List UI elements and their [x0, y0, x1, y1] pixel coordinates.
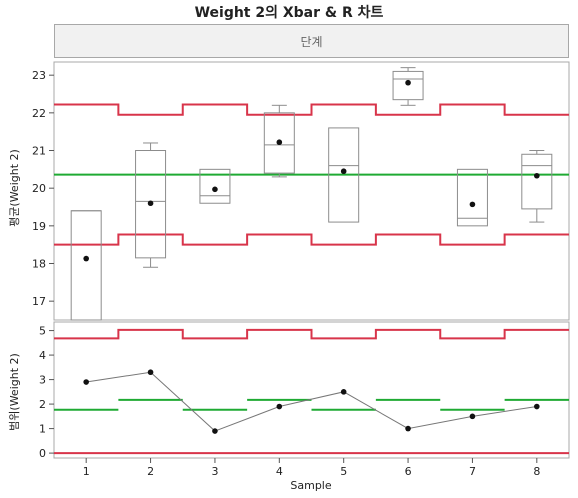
xbar-mean-point	[469, 201, 476, 208]
x-tick-label: 2	[147, 465, 154, 478]
xbar-mean-point	[83, 255, 89, 262]
range-point	[469, 413, 476, 420]
range-point	[340, 389, 347, 395]
box-body	[392, 70, 424, 101]
x-tick-label: 4	[276, 465, 283, 478]
phase-header[interactable]: 단계	[54, 24, 569, 58]
box-plot	[328, 127, 360, 223]
range-y-axis-title: 범위(Weight 2)	[8, 353, 21, 431]
range-point	[212, 428, 218, 434]
box-body	[135, 150, 167, 259]
range-point	[534, 403, 540, 410]
box-body	[456, 168, 488, 227]
box-plot	[199, 168, 231, 204]
range-point	[405, 425, 411, 432]
x-tick-label: 3	[211, 465, 218, 478]
box-plot	[70, 210, 102, 321]
x-tick-label: 7	[469, 465, 476, 478]
box-plot	[135, 142, 167, 268]
xbar-chart: 17 18 19 20 21 22 23	[32, 61, 570, 321]
x-axis-title: Sample	[290, 479, 331, 492]
range-y-tick-label: 2	[39, 398, 46, 411]
xbar-lcl-line	[54, 233, 569, 246]
xbar-y-tick-label: 19	[32, 220, 46, 233]
range-plot-frame	[53, 321, 570, 459]
box-body	[70, 210, 102, 321]
range-y-tick-label: 3	[39, 374, 46, 387]
xbar-mean-point	[405, 79, 411, 86]
x-tick-label: 5	[340, 465, 347, 478]
xbar-y-tick-label: 21	[32, 145, 46, 158]
xbar-mean-point	[147, 200, 154, 207]
xbar-y-tick-label: 22	[32, 107, 46, 120]
box-plot	[392, 67, 424, 106]
range-point	[147, 369, 154, 376]
range-y-tick-label: 0	[39, 447, 46, 460]
xbar-y-axis-title: 평균(Weight 2)	[8, 149, 21, 227]
box-body	[328, 127, 360, 223]
range-y-tick-label: 4	[39, 349, 46, 362]
range-chart: 0 1 2 3 4 5 1 2 3 4 5 6 7 8	[39, 321, 570, 478]
x-tick-label: 8	[533, 465, 540, 478]
xbar-ucl-line	[54, 103, 569, 116]
xbar-y-tick-label: 18	[32, 258, 46, 271]
box-body	[263, 112, 295, 174]
phase-header-label: 단계	[300, 34, 323, 49]
range-point	[276, 403, 283, 410]
chart-title: Weight 2의 Xbar & R 차트	[194, 5, 384, 21]
xbar-mean-point	[276, 139, 283, 146]
x-tick-label: 6	[405, 465, 412, 478]
range-y-tick-label: 1	[39, 423, 46, 436]
xbar-plot-frame	[53, 61, 570, 321]
range-point	[83, 379, 89, 385]
box-plot	[456, 168, 488, 227]
xbar-mean-point	[212, 186, 218, 193]
box-plot	[521, 150, 553, 223]
xbar-y-tick-label: 20	[32, 182, 46, 195]
range-y-tick-label: 5	[39, 325, 46, 338]
range-ucl-line	[54, 328, 569, 340]
xbar-y-tick-label: 17	[32, 295, 46, 308]
xbar-y-tick-label: 23	[32, 69, 46, 82]
xbar-mean-point	[534, 172, 540, 179]
box-body	[521, 153, 553, 210]
box-body	[199, 168, 231, 204]
xbar-mean-point	[340, 168, 347, 175]
range-series-line	[86, 371, 537, 432]
x-tick-label: 1	[83, 465, 90, 478]
